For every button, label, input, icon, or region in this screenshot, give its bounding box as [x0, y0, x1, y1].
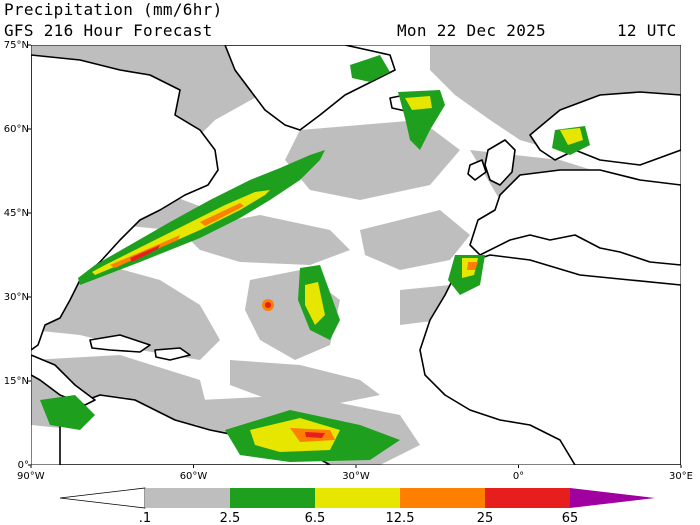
lat-label: 15°N: [4, 376, 29, 387]
lat-label: 30°N: [4, 292, 29, 303]
colorbar-segment: [145, 488, 230, 508]
colorbar-max-triangle: [570, 488, 655, 508]
colorbar-level-label: 12.5: [386, 511, 415, 525]
colorbar: .1 2.5 6.5 12.5 25 65: [59, 487, 655, 525]
lon-label: 30°E: [669, 471, 693, 482]
lon-label: 30°W: [342, 471, 370, 482]
lon-label: 90°W: [17, 471, 45, 482]
lat-label: 75°N: [4, 40, 29, 51]
colorbar-level-label: 65: [562, 511, 579, 525]
colorbar-segment: [400, 488, 485, 508]
latitude-axis: 75°N 60°N 45°N 30°N 15°N 0°: [4, 40, 31, 471]
lon-label: 0°: [513, 471, 524, 482]
forecast-subtitle: GFS 216 Hour Forecast: [4, 21, 213, 40]
africa: [419, 254, 681, 465]
europe: [469, 169, 681, 266]
forecast-time: 12 UTC: [617, 21, 677, 40]
british-isles: [484, 139, 516, 186]
lat-label: 60°N: [4, 124, 29, 135]
lon-label: 60°W: [180, 471, 208, 482]
north-america: [31, 54, 219, 351]
forecast-date: Mon 22 Dec 2025: [397, 21, 546, 40]
map-title: Precipitation (mm/6hr): [4, 0, 223, 19]
longitude-axis: 90°W 60°W 30°W 0° 30°E: [17, 465, 693, 482]
ireland: [467, 159, 487, 181]
colorbar-segment: [230, 488, 315, 508]
colorbar-segment: [485, 488, 570, 508]
map-plot-area: [31, 45, 681, 465]
cuba: [89, 334, 151, 353]
colorbar-level-label: 6.5: [305, 511, 326, 525]
colorbar-segment: [315, 488, 400, 508]
colorbar-level-label: 2.5: [220, 511, 241, 525]
colorbar-level-label: 25: [477, 511, 494, 525]
hispaniola: [154, 347, 191, 361]
lat-label: 45°N: [4, 208, 29, 219]
colorbar-level-label: .1: [139, 511, 151, 525]
lat-label: 0°: [18, 460, 29, 471]
land-masses: [31, 45, 681, 465]
extreme-precip-layer: [130, 245, 325, 438]
colorbar-min-triangle: [59, 487, 146, 509]
